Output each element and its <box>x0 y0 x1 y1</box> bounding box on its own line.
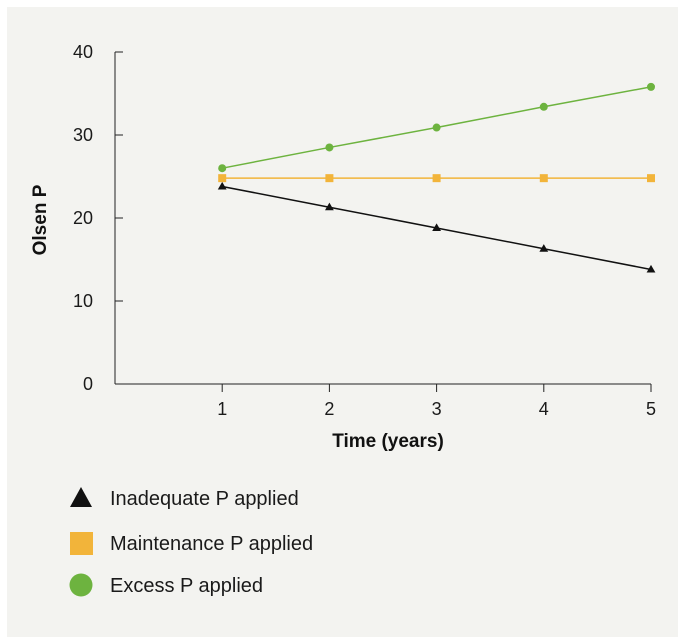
series-inadequate-p-applied <box>217 181 656 273</box>
y-tick-label: 20 <box>73 208 93 228</box>
x-tick-label: 2 <box>324 399 334 419</box>
data-point <box>647 82 655 91</box>
data-point <box>325 202 334 211</box>
data-point <box>539 102 548 111</box>
x-axis-title: Time (years) <box>332 431 444 452</box>
data-point <box>218 164 227 173</box>
series-layer <box>217 82 656 273</box>
y-tick-label: 30 <box>73 125 93 145</box>
data-point <box>217 181 227 190</box>
x-tick-label: 3 <box>432 399 442 419</box>
x-tick-label: 1 <box>217 399 227 419</box>
legend-item-maintenance-p-applied: Maintenance P applied <box>70 532 313 555</box>
data-point <box>325 174 334 183</box>
data-point <box>539 244 549 252</box>
data-point <box>432 174 441 183</box>
data-point <box>432 223 441 231</box>
x-tick-label: 4 <box>539 399 549 419</box>
data-point <box>647 174 655 183</box>
y-axis-ticks: 0 10 20 30 40 <box>73 42 123 394</box>
x-axis-ticks: 1 2 3 4 5 <box>217 384 656 419</box>
series-excess-p-applied <box>218 82 655 173</box>
y-tick-label: 0 <box>83 374 93 394</box>
y-tick-label: 10 <box>73 291 93 311</box>
legend-circle-icon <box>69 573 93 597</box>
legend-square-icon <box>70 532 93 555</box>
legend-label: Excess P applied <box>110 575 263 597</box>
legend-item-inadequate-p-applied: Inadequate P applied <box>70 487 299 510</box>
data-point <box>646 264 656 273</box>
legend: Inadequate P applied Maintenance P applie… <box>69 487 313 597</box>
legend-item-excess-p-applied: Excess P applied <box>69 573 263 597</box>
x-tick-label: 5 <box>646 399 656 419</box>
series-maintenance-p-applied <box>218 174 655 183</box>
legend-label: Inadequate P applied <box>110 488 299 510</box>
legend-label: Maintenance P applied <box>110 533 313 555</box>
y-tick-label: 40 <box>73 42 93 62</box>
data-point <box>432 123 441 132</box>
data-point <box>218 174 227 183</box>
legend-triangle-icon <box>70 487 92 507</box>
data-point <box>539 174 548 183</box>
data-point <box>325 143 334 152</box>
y-axis-title: Olsen P <box>30 184 51 255</box>
chart-panel <box>7 7 678 637</box>
